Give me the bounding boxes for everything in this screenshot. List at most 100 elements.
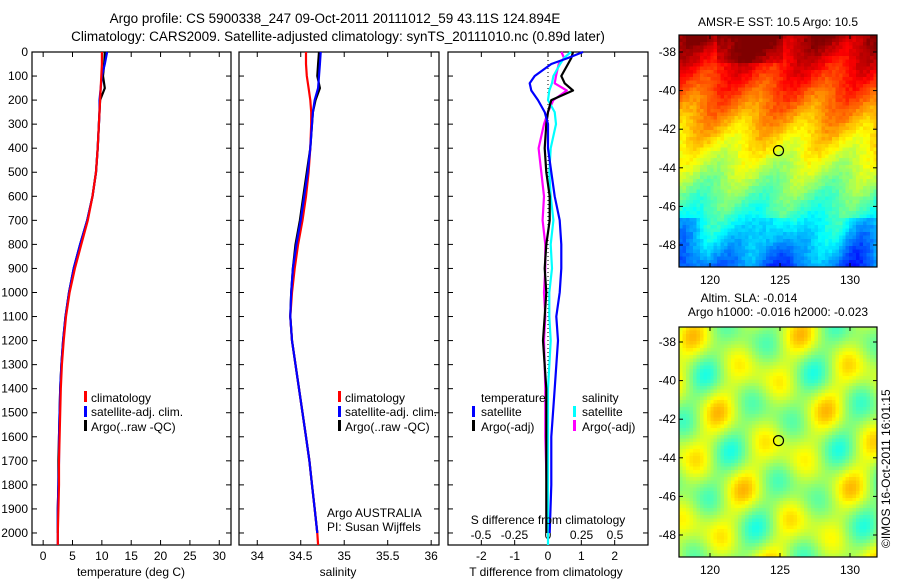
legend-label: Argo(-adj) bbox=[481, 420, 534, 434]
x-axis-label-temperature: temperature (deg C) bbox=[77, 565, 185, 579]
sst-map-image bbox=[679, 35, 877, 267]
lon-tick-label: 130 bbox=[840, 273, 860, 287]
x-tick-label: 10 bbox=[95, 549, 109, 563]
y-tick-label: 600 bbox=[8, 189, 28, 203]
lon-tick-label: 120 bbox=[700, 563, 720, 577]
profile-panel-salinity: 34 34.5 35 35.5 36 bbox=[238, 51, 440, 563]
y-tick-label: 1700 bbox=[1, 454, 28, 468]
y-tick-label: 500 bbox=[8, 165, 28, 179]
lat-tick-label: -44 bbox=[659, 161, 677, 175]
x-tick-label: -2 bbox=[476, 549, 487, 563]
x-tick-label: 34.5 bbox=[289, 549, 313, 563]
series-line-t-argo-adj- bbox=[541, 51, 575, 533]
x-tick-label: 1 bbox=[578, 549, 585, 563]
y-tick-label: 2000 bbox=[1, 526, 28, 540]
y-tick-label: 1000 bbox=[1, 285, 28, 299]
argo-australia-annotation: Argo AUSTRALIA bbox=[327, 506, 422, 520]
imos-credit: ©IMOS 16-Oct-2011 16:01:15 bbox=[879, 389, 893, 548]
x-tick-label: 30 bbox=[213, 549, 227, 563]
y-tick-label: 400 bbox=[8, 141, 28, 155]
legend-label: Argo(..raw -QC) bbox=[91, 420, 176, 434]
temperature-legend: climatology satellite-adj. clim. Argo(..… bbox=[84, 391, 183, 434]
x-axis-label-t-diff: T difference from climatology bbox=[469, 565, 623, 579]
difference-legend: temperature salinity satellite Argo(-adj… bbox=[472, 391, 635, 434]
x-tick-label: 2 bbox=[611, 549, 618, 563]
y-tick-label: 1300 bbox=[1, 358, 28, 372]
lon-tick-label: 125 bbox=[770, 563, 790, 577]
series-line-argo-raw-qc- bbox=[56, 51, 106, 533]
y-tick-label: 800 bbox=[8, 237, 28, 251]
y-tick-label: 1600 bbox=[1, 430, 28, 444]
lat-tick-label: -48 bbox=[659, 238, 677, 252]
x-tick-label: 25 bbox=[183, 549, 197, 563]
lon-tick-label: 120 bbox=[700, 273, 720, 287]
series-line-argo-raw-qc- bbox=[289, 51, 321, 534]
x-tick-label: 20 bbox=[154, 549, 168, 563]
x-tick-label: 5 bbox=[69, 549, 76, 563]
y-tick-label: 100 bbox=[8, 69, 28, 83]
x-tick-label: 36 bbox=[424, 549, 438, 563]
x2-tick-label: -0.25 bbox=[501, 528, 529, 542]
sla-map-image bbox=[679, 327, 877, 557]
legend-swatch-climatology bbox=[338, 391, 341, 402]
y-tick-label: 200 bbox=[8, 93, 28, 107]
y-tick-label: 900 bbox=[8, 261, 28, 275]
x2-axis-label-s-diff: S difference from climatology bbox=[471, 513, 626, 527]
lat-tick-label: -46 bbox=[659, 489, 677, 503]
y-tick-label: 1100 bbox=[2, 310, 28, 324]
series-line-satellite-adj-clim- bbox=[289, 51, 322, 534]
plot-frame bbox=[238, 51, 440, 546]
x2-tick-label: -0.5 bbox=[471, 528, 492, 542]
legend-swatch-satellite bbox=[84, 406, 87, 417]
y-tick-label: 0 bbox=[21, 45, 28, 59]
x-tick-label: 0 bbox=[545, 549, 552, 563]
profile-panel-temperature: 0100200300400500600700800900100011001200… bbox=[1, 45, 232, 563]
y-tick-label: 1800 bbox=[1, 478, 28, 492]
map-frame bbox=[678, 326, 878, 558]
x-tick-label: 0 bbox=[40, 549, 47, 563]
legend-label: satellite bbox=[481, 405, 522, 419]
legend-label: satellite bbox=[582, 405, 623, 419]
legend-heading-temperature: temperature bbox=[481, 391, 546, 405]
sst-map-title: AMSR-E SST: 10.5 Argo: 10.5 bbox=[698, 15, 858, 29]
legend-swatch-t-argo bbox=[472, 420, 475, 431]
series-line-climatology bbox=[289, 52, 320, 546]
float-position-marker bbox=[772, 145, 785, 157]
profile-panel-differences: -2 -1 0 1 2-0.5 -0.25 0 0.25 0.5 bbox=[447, 50, 649, 563]
float-position-marker bbox=[772, 435, 785, 447]
legend-label: climatology bbox=[91, 391, 151, 405]
y-tick-label: 1200 bbox=[1, 334, 28, 348]
salinity-legend: climatology satellite-adj. clim. Argo(..… bbox=[327, 391, 437, 534]
legend-swatch-climatology bbox=[84, 391, 87, 402]
sla-map-axes: 120 125 130 -38 -40 -42 -44 -46 -48 bbox=[659, 326, 878, 577]
legend-swatch-argo bbox=[338, 420, 341, 431]
series-line-s-argo-adj- bbox=[537, 51, 568, 534]
x-tick-label: 15 bbox=[125, 549, 139, 563]
lat-tick-label: -44 bbox=[659, 451, 677, 465]
lat-tick-label: -38 bbox=[659, 335, 677, 349]
legend-label: Argo(..raw -QC) bbox=[345, 420, 430, 434]
lat-tick-label: -46 bbox=[659, 199, 677, 213]
y-tick-label: 300 bbox=[8, 117, 28, 131]
y-tick-label: 700 bbox=[8, 213, 28, 227]
plot-frame bbox=[31, 51, 232, 546]
lat-tick-label: -42 bbox=[659, 122, 677, 136]
lat-tick-label: -42 bbox=[659, 412, 677, 426]
title-line2: Climatology: CARS2009. Satellite-adjuste… bbox=[71, 29, 605, 44]
legend-swatch-s-argo bbox=[573, 420, 576, 431]
lat-tick-label: -40 bbox=[659, 374, 677, 388]
legend-swatch-t-satellite bbox=[472, 406, 475, 417]
series-line-climatology bbox=[56, 52, 103, 545]
sst-map-axes: 120 125 130 -38 -40 -42 -44 -46 -48 bbox=[659, 34, 878, 287]
legend-swatch-s-satellite bbox=[573, 406, 576, 417]
series-line-t-satellite bbox=[528, 50, 584, 534]
lon-tick-label: 125 bbox=[770, 273, 790, 287]
title-line1: Argo profile: CS 5900338_247 09-Oct-2011… bbox=[110, 11, 561, 26]
legend-label: climatology bbox=[345, 391, 405, 405]
x-tick-label: 35.5 bbox=[376, 549, 400, 563]
legend-label: satellite-adj. clim. bbox=[345, 405, 437, 419]
x2-tick-label: 0.5 bbox=[607, 528, 624, 542]
legend-label: satellite-adj. clim. bbox=[91, 405, 183, 419]
legend-heading-salinity: salinity bbox=[582, 391, 619, 405]
